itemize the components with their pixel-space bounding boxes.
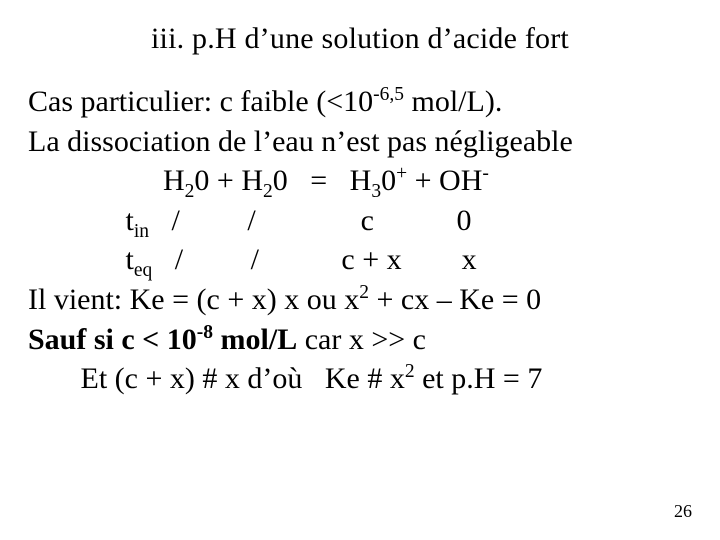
line-teq-row: teq / / c + x x xyxy=(28,240,692,280)
page-number: 26 xyxy=(674,501,692,522)
l6a: Il vient: Ke = (c + x) x ou x xyxy=(28,283,359,316)
eq-lead: H xyxy=(28,164,185,197)
l7sup: -8 xyxy=(197,322,213,343)
l7c: car x >> c xyxy=(297,323,426,356)
l8a: Et (c + x) # x d’où Ke # x xyxy=(28,362,405,395)
line-il-vient: Il vient: Ke = (c + x) x ou x2 + cx – Ke… xyxy=(28,280,692,320)
l8b: et p.H = 7 xyxy=(415,362,543,395)
l6b: + cx – Ke = 0 xyxy=(369,283,541,316)
teq-rest: / / c + x x xyxy=(152,243,476,276)
l1-suffix: mol/L). xyxy=(404,85,502,118)
eq-sup2: - xyxy=(482,163,489,184)
eq-mid1: 0 + H xyxy=(194,164,263,197)
line-tin-row: tin / / c 0 xyxy=(28,201,692,241)
line-equation: H20 + H20 = H30+ + OH- xyxy=(28,161,692,201)
tin-rest: / / c 0 xyxy=(149,204,472,237)
slide-container: iii. p.H d’une solution d’acide fort Cas… xyxy=(0,0,720,540)
eq-sub2: 2 xyxy=(263,181,273,202)
line-cas-particulier: Cas particulier: c faible (<10-6,5 mol/L… xyxy=(28,82,692,122)
line-sauf-si: Sauf si c < 10-8 mol/L car x >> c xyxy=(28,320,692,360)
eq-mid2: 0 = H xyxy=(273,164,372,197)
teq-pre: t xyxy=(28,243,134,276)
eq-sup1: + xyxy=(396,163,407,184)
l8sup: 2 xyxy=(405,361,415,382)
l6sup: 2 xyxy=(359,282,369,303)
teq-sub: eq xyxy=(134,260,152,281)
l7b: mol/L xyxy=(213,323,297,356)
eq-sub3: 3 xyxy=(371,181,381,202)
slide-title: iii. p.H d’une solution d’acide fort xyxy=(28,22,692,56)
eq-sub1: 2 xyxy=(185,181,195,202)
l1-sup: -6,5 xyxy=(373,84,404,105)
l1-prefix: Cas particulier: c faible (<10 xyxy=(28,85,373,118)
eq-mid4: + OH xyxy=(407,164,482,197)
l7a: Sauf si c < 10 xyxy=(28,323,197,356)
tin-pre: t xyxy=(28,204,134,237)
line-et-cx: Et (c + x) # x d’où Ke # x2 et p.H = 7 xyxy=(28,359,692,399)
line-dissociation: La dissociation de l’eau n’est pas négli… xyxy=(28,122,692,162)
tin-sub: in xyxy=(134,221,149,242)
eq-mid3: 0 xyxy=(381,164,396,197)
